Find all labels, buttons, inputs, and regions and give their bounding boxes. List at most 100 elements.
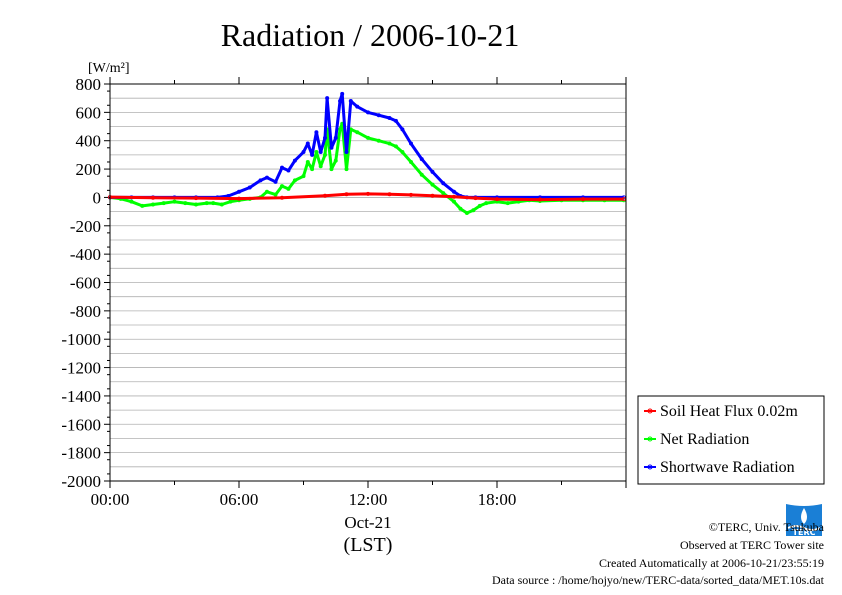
data-point [310,167,315,172]
plot-frame [109,83,627,482]
y-tick-label: -1400 [61,387,101,406]
data-point [464,211,469,216]
grid-lines [110,83,626,482]
data-point [305,141,310,146]
data-point [393,144,398,149]
footer-created: Created Automatically at 2006-10-21/23:5… [599,556,824,570]
data-point [219,202,224,207]
data-point [355,130,360,135]
data-point [355,104,360,109]
data-point [419,172,424,177]
series-line-shortwave-radiation [110,92,624,199]
data-point [333,135,338,140]
data-point [329,145,334,150]
data-point [365,135,370,140]
y-tick-label: -200 [70,217,101,236]
data-point [419,157,424,162]
data-point [322,152,327,157]
data-point [505,201,510,206]
data-point [408,192,413,197]
series-group [108,91,626,216]
data-point [451,189,456,194]
legend-marker [647,408,653,414]
data-point [273,192,278,197]
x-tick-label: 12:00 [349,490,388,509]
y-tick-label: -600 [70,274,101,293]
data-point [322,193,327,198]
data-point [400,127,405,132]
y-tick-label: 600 [76,103,102,122]
data-point [344,192,349,197]
data-point [129,199,134,204]
legend-marker [647,464,653,470]
y-tick-label: -1600 [61,415,101,434]
x-axis-date-label: Oct-21 [344,513,391,532]
y-axis-unit-label: [W/m²] [88,61,130,76]
data-point [494,197,499,202]
y-tick-label: -2000 [61,472,101,491]
legend: Soil Heat Flux 0.02m Net Radiation Shortwa… [637,395,825,485]
y-tick-label: 0 [93,188,102,207]
legend-label: Shortwave Radiation [660,459,795,476]
data-point [325,96,330,101]
x-axis-unit-label: (LST) [344,534,393,556]
data-point [292,158,297,163]
x-axis-ticks: 00:00 06:00 12:00 18:00 [91,77,627,509]
data-point [172,199,177,204]
data-point [314,150,319,155]
data-point [393,118,398,123]
data-point [318,150,323,155]
data-point [348,99,353,104]
x-tick-label: 00:00 [91,490,130,509]
data-point [236,189,241,194]
data-point [387,192,392,197]
data-point [301,150,306,155]
data-point [150,195,155,200]
data-point [376,138,381,143]
data-point [258,178,263,183]
data-point [204,201,209,206]
data-point [458,206,463,211]
y-tick-label: 400 [76,132,102,151]
svg-text:TERC: TERC [793,528,816,537]
data-point [451,199,456,204]
footer-observed: Observed at TERC Tower site [679,538,824,552]
data-point [430,193,435,198]
footer-source: Data source : /home/hojyo/new/TERC-data/… [491,573,824,587]
data-point [441,181,446,186]
y-tick-label: 200 [76,160,102,179]
y-tick-label: -1800 [61,444,101,463]
data-point [183,201,188,206]
data-point [140,203,145,208]
y-tick-label: -1200 [61,359,101,378]
series-line-soil-heat-flux-0-02m [109,192,624,202]
data-point [477,203,482,208]
data-point [484,201,489,206]
data-point [193,196,198,201]
data-point [279,165,284,170]
data-point [430,169,435,174]
data-point [387,141,392,146]
data-point [193,202,198,207]
data-point [247,185,252,190]
y-axis-ticks: 800 600 400 200 0 -200 -400 -600 -800 -1000 -1200 -… [61,75,110,491]
data-point [292,178,297,183]
y-tick-label: 800 [76,75,102,94]
data-point [279,184,284,189]
data-point [581,197,586,202]
data-point [376,113,381,118]
data-point [161,201,166,206]
data-point [228,199,233,204]
chart-title: Radiation / 2006-10-21 [221,17,520,53]
data-point [264,189,269,194]
legend-marker [647,436,653,442]
data-point [286,168,291,173]
data-point [273,179,278,184]
data-point [473,196,478,201]
data-point [338,99,343,104]
data-point [471,208,476,213]
data-point [387,116,392,121]
data-point [333,158,338,163]
legend-box [637,395,825,485]
